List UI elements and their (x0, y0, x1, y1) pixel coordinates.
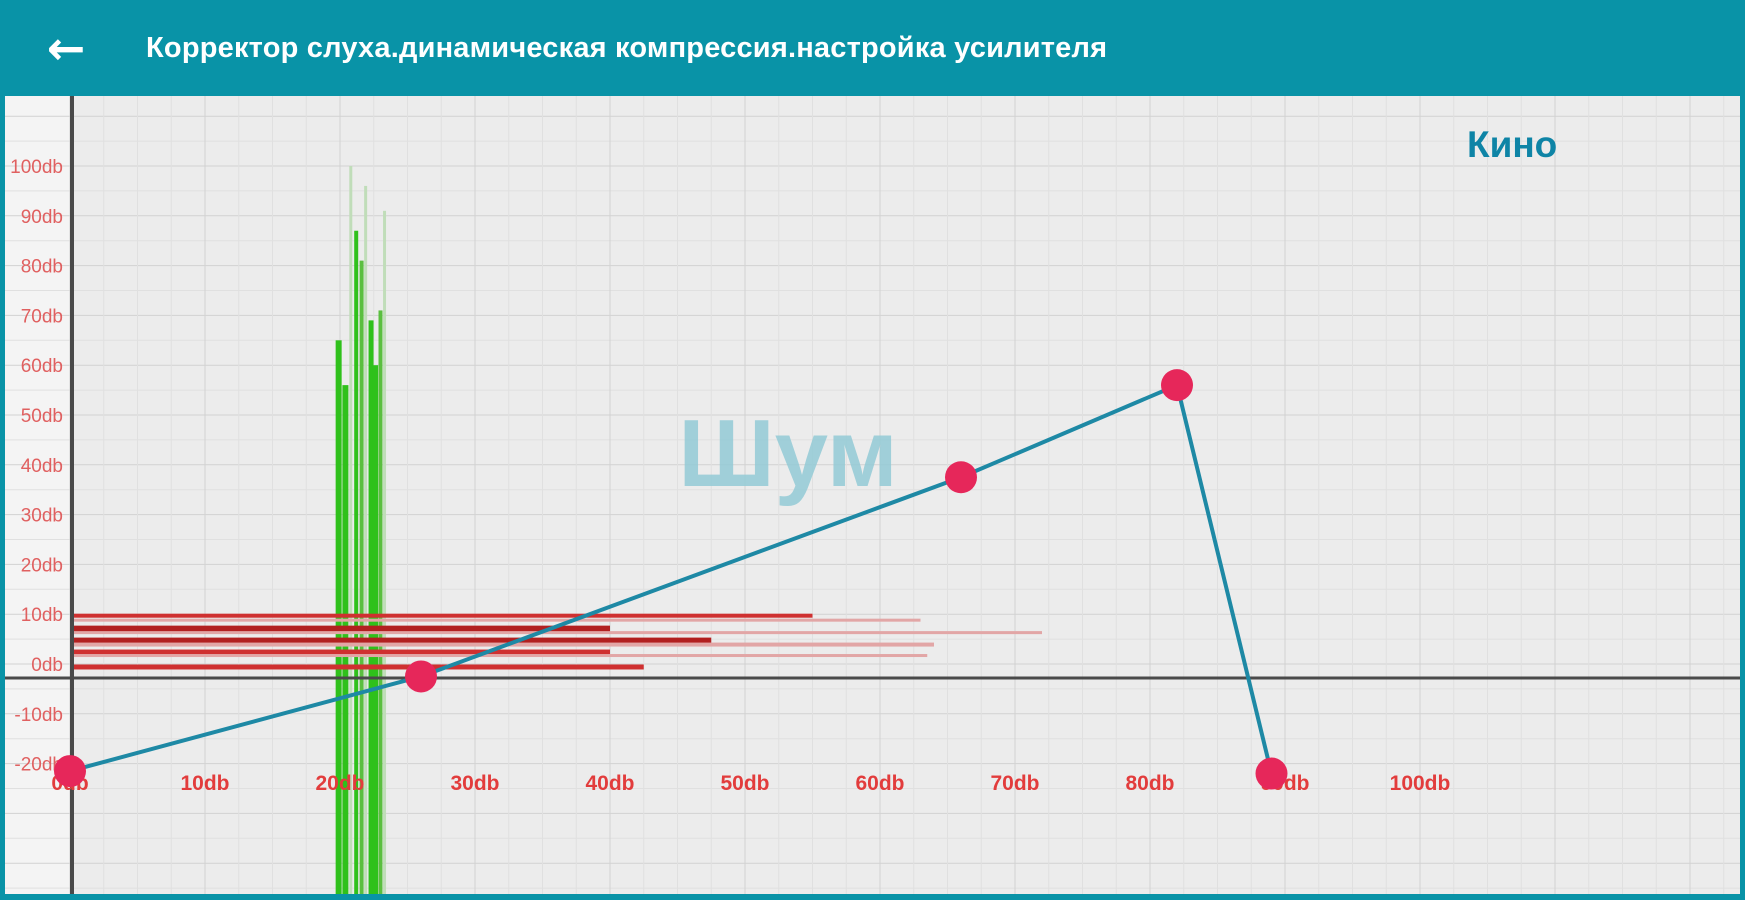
y-tick-label: 80db (21, 257, 63, 278)
x-tick-label: 30db (450, 772, 499, 795)
app-bar: ← Корректор слуха.динамическая компресси… (0, 0, 1745, 96)
spectrum-bar (354, 230, 359, 894)
spectrum-bar (349, 166, 353, 894)
chart-container: 100db 90db 80db 70db 60db 50db 40db 30db 20db 10d… (0, 96, 1745, 900)
y-tick-label: 90db (21, 207, 63, 228)
level-bar (70, 637, 712, 644)
x-tick-label: 50db (720, 772, 769, 795)
y-tick-label: 10db (21, 605, 63, 626)
spectrum-bar (368, 320, 374, 894)
curve-point-2[interactable] (405, 660, 437, 693)
spectrum-bar (364, 185, 368, 894)
x-tick-label: 70db (990, 772, 1039, 795)
profile-label: Кино (1467, 124, 1558, 165)
x-tick-label: 40db (585, 772, 634, 795)
curve-point-3[interactable] (945, 461, 977, 494)
level-bar (70, 613, 813, 618)
x-tick-label: 10db (180, 772, 229, 795)
x-tick-label: 20db (315, 772, 364, 795)
y-tick-label: 70db (21, 306, 63, 327)
level-bar (70, 625, 610, 633)
y-tick-label: 30db (21, 506, 63, 527)
x-tick-label: 60db (855, 772, 904, 795)
x-tick-label: 100db (1390, 772, 1451, 795)
y-tick-label: 50db (21, 406, 63, 427)
plot-background (5, 96, 1740, 894)
amplifier-compression-chart[interactable]: 100db 90db 80db 70db 60db 50db 40db 30db 20db 10d… (5, 96, 1740, 894)
back-arrow-icon: ← (46, 21, 86, 75)
page-title: Корректор слуха.динамическая компрессия.… (146, 31, 1108, 64)
level-bar (70, 649, 610, 655)
curve-point-5[interactable] (1255, 757, 1288, 790)
level-bar (70, 654, 928, 658)
level-bar (70, 664, 644, 670)
y-tick-label: -10db (14, 705, 63, 726)
back-button[interactable]: ← (34, 16, 98, 80)
y-tick-label: 100db (10, 157, 63, 178)
y-tick-label: 20db (21, 555, 63, 576)
level-bar (70, 631, 1042, 635)
spectrum-bar (359, 260, 364, 894)
spectrum-bar (378, 310, 383, 894)
y-tick-label: -20db (14, 755, 63, 776)
curve-point-4[interactable] (1161, 369, 1193, 402)
y-tick-label: 0db (31, 655, 63, 676)
y-tick-label: 40db (21, 456, 63, 477)
y-tick-label: 60db (21, 356, 63, 377)
x-tick-label: 80db (1125, 772, 1174, 795)
spectrum-bar (383, 210, 387, 894)
curve-point-1[interactable] (54, 755, 86, 788)
level-bar (70, 618, 921, 622)
